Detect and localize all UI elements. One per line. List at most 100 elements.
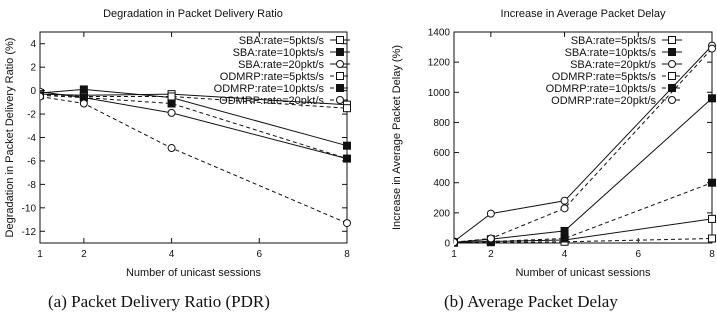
caption-a: (a) Packet Delivery Ratio (PDR): [48, 292, 270, 311]
data-point: [343, 141, 351, 150]
data-point: [708, 94, 716, 103]
y-axis-label: Degradation in Packet Delivery Ratio (%): [4, 38, 16, 238]
y-tick-label: 0: [30, 86, 36, 97]
legend-marker: [336, 96, 344, 104]
chart-a: Degradation in Packet Delivery Ratio Numb…: [4, 8, 351, 279]
series-line: [40, 94, 348, 160]
y-tick-label: 4: [30, 39, 36, 50]
legend-marker: [336, 84, 344, 92]
series-line: [40, 88, 348, 147]
legend-marker: [668, 72, 676, 80]
x-tick-label: 6: [636, 249, 642, 260]
legend-label: ODMRP:rate=10pkts/s: [546, 83, 657, 95]
series-line: [40, 96, 348, 224]
y-tick-label: 1400: [428, 28, 451, 39]
y-tick-label: -10: [22, 203, 37, 214]
legend-marker: [336, 72, 344, 80]
legend-label: SBA:rate=20pkt/s: [570, 59, 656, 71]
x-axis-label: Number of unicast sessions: [126, 267, 262, 279]
data-point: [79, 85, 88, 94]
y-tick-label: 800: [433, 118, 450, 129]
data-point: [708, 214, 716, 223]
data-point: [167, 144, 176, 153]
legend-marker: [336, 48, 344, 56]
x-tick-label: 8: [344, 249, 350, 260]
series-line: [454, 97, 713, 243]
y-tick-label: 400: [433, 178, 450, 189]
legend-label: ODMRP:rate=10pkts/s: [214, 83, 325, 95]
legend-label: ODMRP:rate=20pkt/s: [551, 95, 656, 107]
data-point: [167, 108, 176, 117]
data-point: [560, 226, 569, 235]
data-point: [79, 99, 88, 108]
legend-marker: [668, 48, 676, 56]
legend-label: ODMRP:rate=20pkt/s: [219, 95, 324, 107]
series-line: [454, 45, 713, 242]
data-point: [708, 44, 716, 53]
plot-frame: [453, 31, 713, 244]
chart-title: Degradation in Packet Delivery Ratio: [103, 8, 283, 20]
y-tick-label: 1000: [428, 88, 451, 99]
y-tick-label: 0: [444, 239, 450, 250]
chart-title: Increase in Average Packet Delay: [501, 8, 666, 20]
legend-label: ODMRP:rate=5pkts/s: [220, 71, 325, 83]
series-line: [40, 93, 348, 109]
x-tick-label: 4: [169, 249, 175, 260]
data-point: [486, 209, 495, 218]
series-line: [454, 48, 713, 243]
legend-label: SBA:rate=5pkts/s: [239, 35, 325, 47]
x-tick-label: 1: [451, 249, 457, 260]
legend-marker: [336, 60, 344, 68]
legend-marker: [668, 36, 676, 44]
x-tick-label: 1: [37, 249, 43, 260]
y-tick-label: -6: [27, 156, 36, 167]
legend: SBA:rate=5pkts/sSBA:rate=10pkts/sSBA:rat…: [214, 35, 350, 107]
y-tick-label: 200: [433, 208, 450, 219]
y-tick-label: -12: [22, 227, 37, 238]
legend-label: SBA:rate=20pkt/s: [238, 59, 324, 71]
legend: SBA:rate=5pkts/sSBA:rate=10pkts/sSBA:rat…: [546, 35, 682, 107]
x-axis-label: Number of unicast sessions: [515, 267, 651, 279]
data-point: [486, 234, 495, 243]
data-point: [454, 238, 458, 247]
data-point: [708, 178, 716, 187]
y-axis-label: Increase in Average Packet Delay (%): [391, 45, 403, 230]
data-point: [560, 196, 569, 205]
data-point: [560, 234, 569, 243]
data-point: [343, 154, 351, 163]
series-line: [454, 218, 713, 243]
legend-marker: [668, 84, 676, 92]
y-tick-label: 1200: [428, 58, 451, 69]
x-tick-label: 6: [257, 249, 263, 260]
caption-b: (b) Average Packet Delay: [444, 292, 618, 311]
y-tick-label: 2: [30, 63, 36, 74]
x-tick-label: 2: [81, 249, 87, 260]
y-tick-label: 600: [433, 148, 450, 159]
legend-marker: [336, 36, 344, 44]
legend-label: SBA:rate=5pkts/s: [571, 35, 657, 47]
data-point: [708, 234, 716, 243]
x-tick-label: 2: [488, 249, 494, 260]
x-tick-label: 8: [709, 249, 715, 260]
legend-label: ODMRP:rate=5pkts/s: [552, 71, 657, 83]
data-point: [40, 92, 44, 101]
y-tick-label: -8: [27, 180, 36, 191]
chart-b: Increase in Average Packet Delay Number o…: [391, 8, 716, 279]
data-layer: [40, 85, 351, 228]
legend-marker: [668, 60, 676, 68]
series-line: [454, 182, 713, 243]
legend-label: SBA:rate=10pkts/s: [565, 47, 657, 59]
y-tick-label: -4: [27, 133, 36, 144]
data-point: [343, 219, 351, 228]
legend-marker: [668, 96, 676, 104]
series-line: [40, 91, 348, 160]
series-line: [454, 238, 713, 244]
data-point: [343, 104, 351, 113]
x-tick-label: 4: [562, 249, 568, 260]
data-layer: [454, 41, 716, 247]
legend-label: SBA:rate=10pkts/s: [233, 47, 325, 59]
y-tick-label: -2: [27, 110, 36, 121]
data-point: [560, 204, 569, 213]
data-point: [167, 99, 176, 108]
